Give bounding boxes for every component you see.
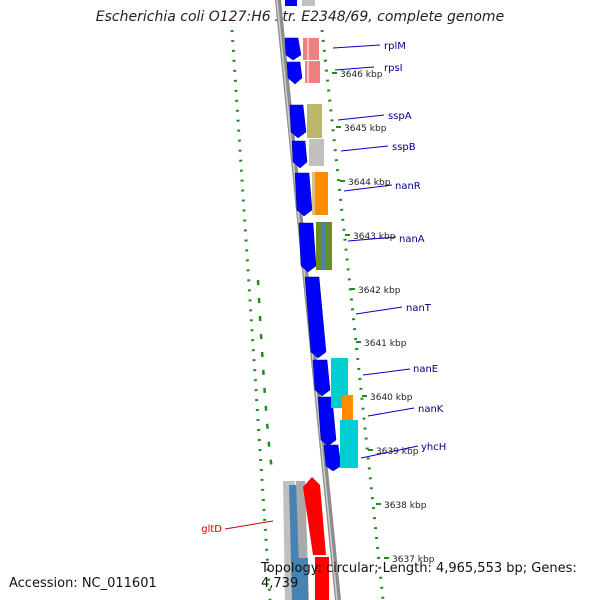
cds-arrow [298, 222, 317, 273]
gene-label-nanT[interactable]: nanT [406, 303, 432, 314]
gene-block-yhcH [340, 420, 358, 468]
map-title: Escherichia coli O127:H6 str. E2348/69, … [95, 9, 505, 25]
gene-label-sspA[interactable]: sspA [388, 111, 412, 122]
gene-block-rpsI [305, 61, 320, 83]
label-leader-line [224, 520, 274, 530]
tick-label: 3640 kbp [370, 393, 413, 403]
gene-label-nanR[interactable]: nanR [395, 181, 421, 192]
gc-content-track-inner [256, 279, 274, 471]
cds-arrow [323, 444, 342, 472]
tick-label: 3645 kbp [344, 124, 387, 134]
label-leader-line [332, 44, 381, 49]
cds-arrow [294, 172, 313, 217]
cds-arrow [304, 276, 327, 359]
accession-text: Accession: NC_011601 [9, 576, 157, 591]
gene-label-nanE[interactable]: nanE [413, 364, 438, 375]
gene-label-rpsI[interactable]: rpsI [384, 63, 403, 74]
gene-label-gltD[interactable]: gltD [201, 524, 222, 535]
label-leader-line [355, 306, 403, 315]
tick-label: 3642 kbp [358, 286, 401, 296]
cds-arrow [289, 104, 307, 139]
label-leader-line [340, 145, 389, 152]
tick-label: 3641 kbp [364, 339, 407, 349]
label-leader-line [337, 114, 385, 121]
gene-block-nanK [342, 395, 353, 443]
label-leader-line [360, 445, 419, 459]
gc-skew-track [320, 29, 385, 600]
topology-text: Topology: circular; Length: 4,965,553 bp… [261, 561, 577, 591]
label-leader-line [362, 368, 411, 376]
cds-arrow [284, 37, 302, 61]
gene-arrow-gltD [303, 477, 326, 555]
gene-label-rplM[interactable]: rplM [384, 41, 406, 52]
gene-label-yhcH[interactable]: yhcH [421, 442, 446, 453]
gene-label-nanK[interactable]: nanK [418, 404, 444, 415]
cds-arrow [317, 396, 337, 447]
cds-arrow [312, 359, 331, 397]
gene-block-sspB [309, 139, 324, 166]
gene-label-nanA[interactable]: nanA [399, 234, 425, 245]
gc-content-track-outer [230, 29, 272, 600]
gene-block-nanR [312, 172, 328, 215]
tick-label: 3637 kbp [392, 555, 435, 565]
gene-labels: rplM rpsI sspA sspB nanR nanA nanT nanE nanK yhcH… [201, 41, 446, 535]
tick-marks: 3646 kbp 3645 kbp 3644 kbp 3643 kbp 3642 kbp… [332, 70, 435, 565]
tick-label: 3646 kbp [340, 70, 383, 80]
gene-label-sspB[interactable]: sspB [392, 142, 416, 153]
label-leader-line [343, 184, 393, 192]
tick-label: 3644 kbp [348, 178, 391, 188]
gene-block-sspA [307, 104, 322, 138]
tick-label: 3643 kbp [353, 232, 396, 242]
cds-block [285, 0, 297, 6]
cds-arrow [291, 140, 308, 169]
tick-label: 3639 kbp [376, 447, 419, 457]
tick-label: 3638 kbp [384, 501, 427, 511]
label-leader-line [347, 236, 397, 242]
cds-block [302, 0, 315, 6]
label-leader-line [334, 66, 375, 71]
label-leader-line [367, 407, 415, 417]
cds-strand-track [284, 37, 342, 472]
cds-arrow [286, 61, 303, 85]
gene-block-rplM [303, 38, 319, 60]
gene-function-track [303, 38, 358, 468]
gltD-region [283, 477, 329, 600]
